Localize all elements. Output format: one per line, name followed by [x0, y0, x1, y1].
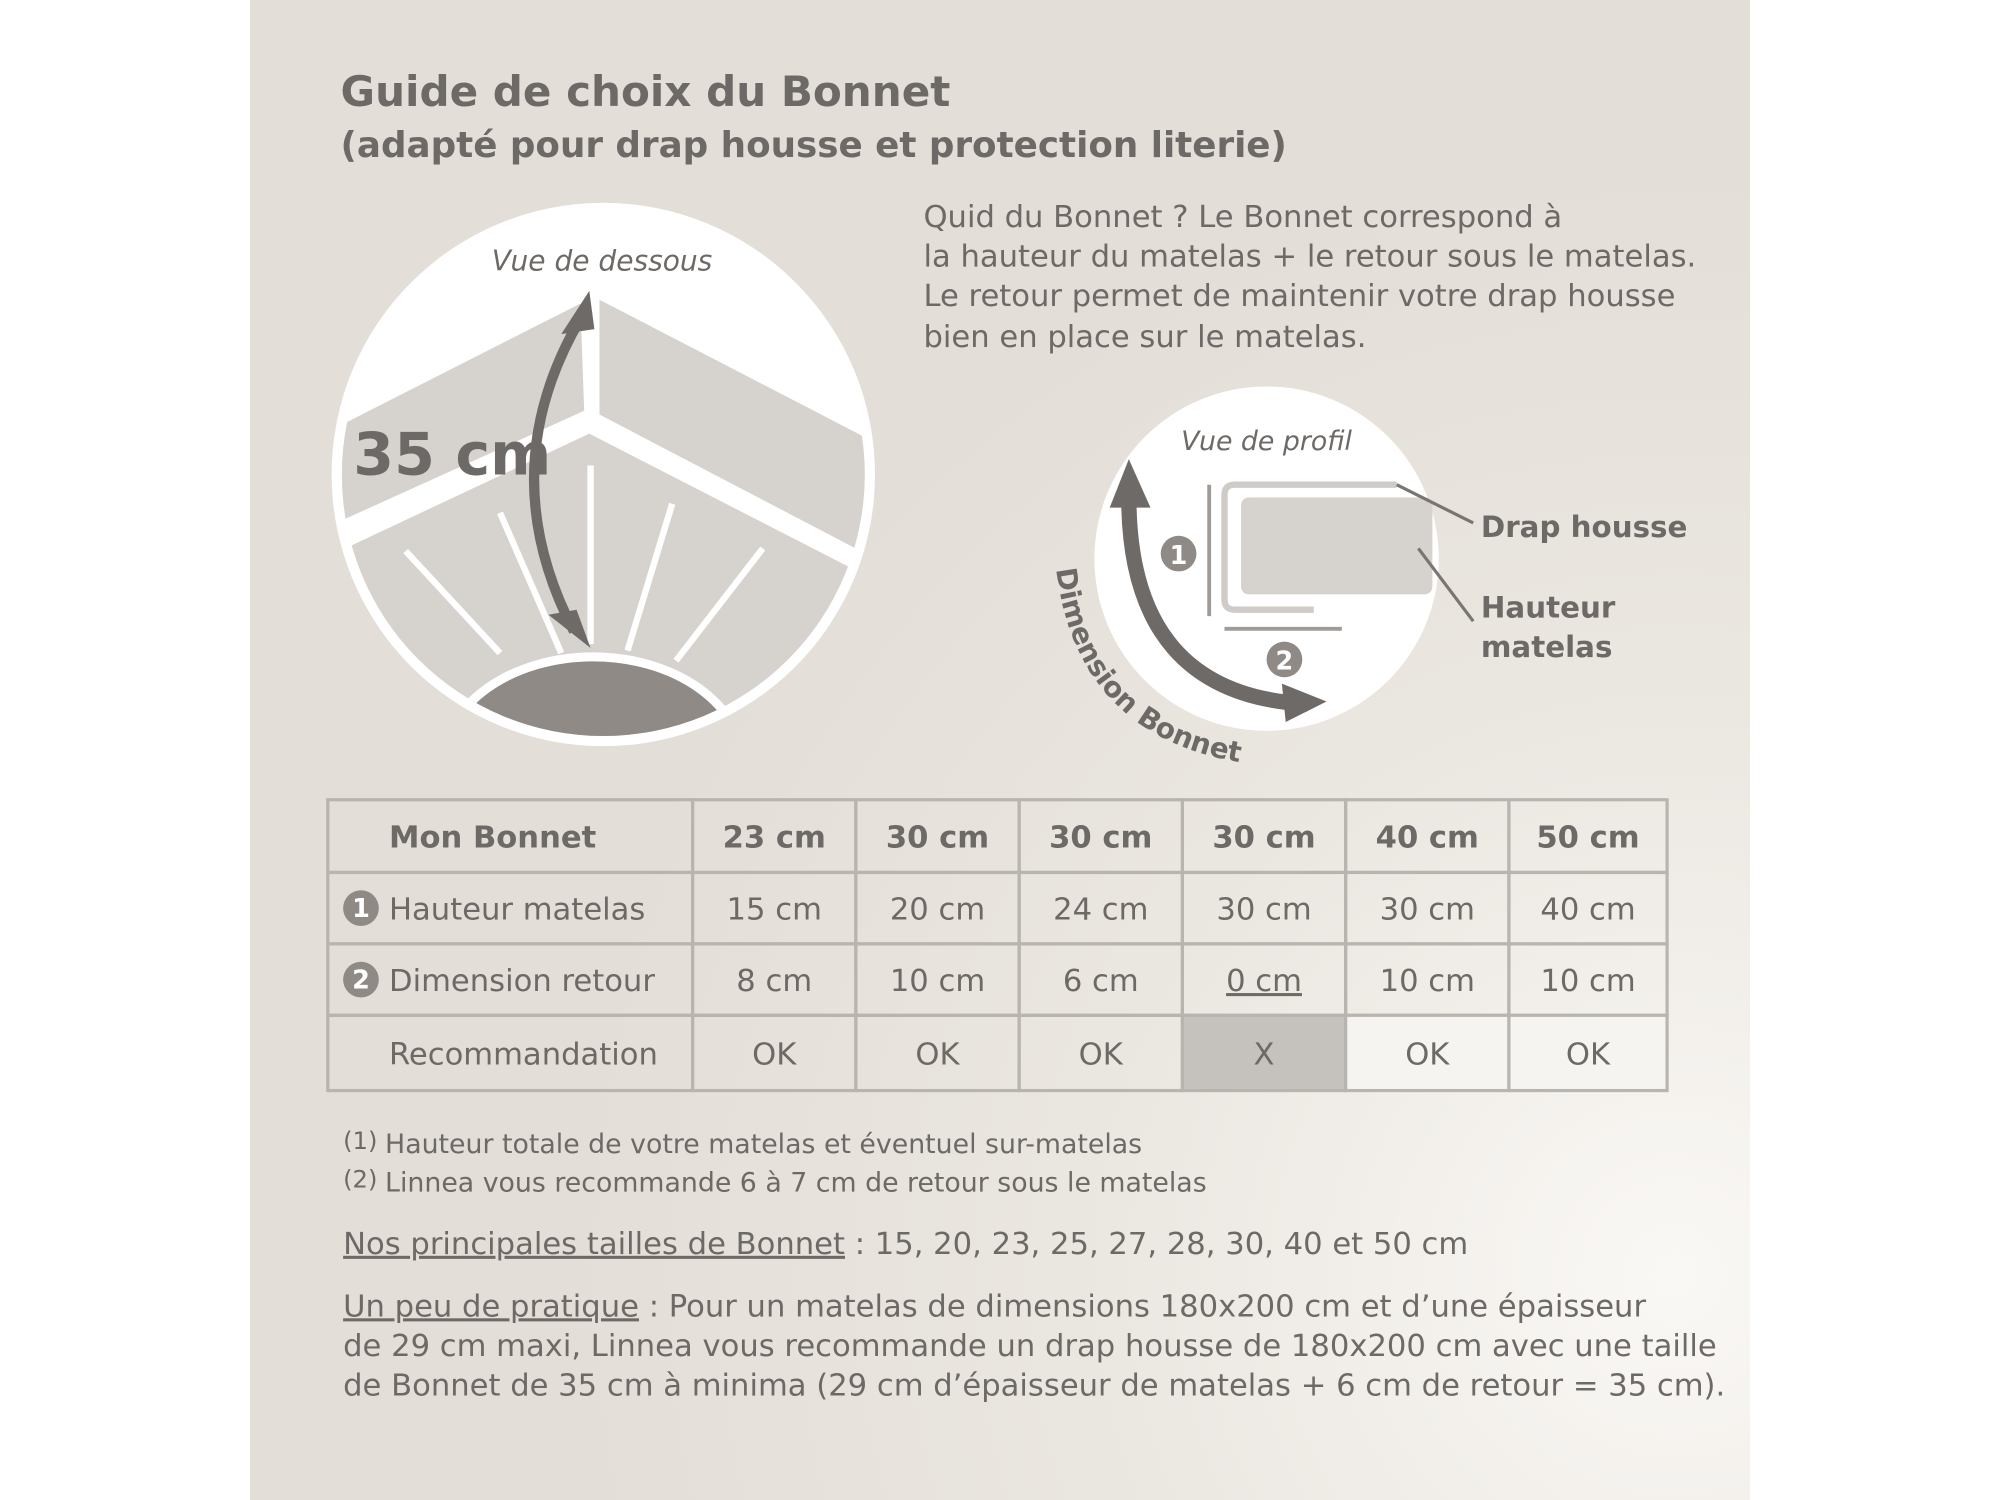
practice-label: Un peu de pratique [343, 1289, 639, 1324]
column-header: 30 cm [1049, 821, 1152, 856]
table: Mon Bonnet 23 cm 30 cm 30 cm 30 cm 40 cm 50 cm… [326, 798, 1669, 1093]
cell-text: 40 cm [1540, 893, 1635, 928]
row-label: Dimension retour [389, 964, 655, 999]
practice: Un peu de pratique : Pour un matelas de … [343, 1289, 1725, 1403]
practice-line: de 29 cm maxi, Linnea vous recommande un… [343, 1329, 1717, 1364]
cell-text: 8 cm [736, 964, 812, 999]
cell-text: 30 cm [1380, 893, 1475, 928]
marker-number: 2 [352, 966, 370, 996]
cell-text: OK [1566, 1037, 1611, 1072]
hauteur-label: matelas [1481, 630, 1613, 664]
cell-text: X [1254, 1037, 1275, 1072]
cell-text: 24 cm [1053, 893, 1148, 928]
column-header: 30 cm [1212, 821, 1315, 856]
description-line: la hauteur du matelas + le retour sous l… [923, 240, 1696, 275]
practice-line: Un peu de pratique : Pour un matelas de … [343, 1289, 1646, 1324]
sizes-text: : 15, 20, 23, 25, 27, 28, 30, 40 et 50 c… [845, 1227, 1468, 1262]
column-header: 50 cm [1536, 821, 1639, 856]
description-line: Quid du Bonnet ? Le Bonnet correspond à [923, 200, 1562, 235]
table-cell [1180, 1013, 1348, 1093]
practice-text: : Pour un matelas de dimensions 180x200 … [639, 1289, 1646, 1324]
cell-text: 10 cm [890, 964, 985, 999]
practice-line: de Bonnet de 35 cm à minima (29 cm d’épa… [343, 1368, 1725, 1403]
note: (1) Hauteur totale de votre matelas et év… [343, 1127, 1142, 1160]
row-label: Recommandation [389, 1037, 658, 1072]
sizes: Nos principales tailles de Bonnet : 15, … [343, 1227, 1468, 1262]
profile-label: Vue de profil [1181, 426, 1352, 457]
hauteur-label: Hauteur [1481, 590, 1616, 624]
column-header: 30 cm [886, 821, 989, 856]
marker [343, 890, 379, 927]
sizes-label: Nos principales tailles de Bonnet [343, 1227, 845, 1262]
subtitle: (adapté pour drap housse et protection l… [341, 125, 1287, 166]
description-line: Le retour permet de maintenir votre drap… [923, 279, 1675, 314]
cell-text: OK [915, 1037, 960, 1072]
marker-number: 1 [352, 894, 370, 924]
bottom-view-label: Vue de dessous [492, 244, 713, 277]
column-header: 40 cm [1376, 821, 1479, 856]
row-label: Mon Bonnet [389, 821, 596, 856]
note-text: Linnea vous recommande 6 à 7 cm de retou… [385, 1167, 1207, 1198]
bottom-view-illustration: Vue de dessous 35 cm [331, 202, 875, 747]
measure-label: 35 cm [353, 420, 551, 488]
cell-text: 10 cm [1540, 964, 1635, 999]
cell-text: 0 cm [1226, 964, 1302, 999]
cell-text: 10 cm [1380, 964, 1475, 999]
note-mark: (2) [343, 1166, 377, 1194]
cell-text: 6 cm [1063, 964, 1139, 999]
note: (2) Linnea vous recommande 6 à 7 cm de re… [343, 1166, 1207, 1199]
column-header: 23 cm [723, 821, 826, 856]
cell-text: OK [752, 1037, 797, 1072]
title: Guide de choix du Bonnet [341, 67, 951, 116]
cell-text: 20 cm [890, 893, 985, 928]
marker [343, 961, 379, 998]
cell-text: 15 cm [727, 893, 822, 928]
profile-illustration: 1 2 Vue de profil Dimension Bonnet Drap … [1049, 386, 1687, 769]
row-label: Hauteur matelas [389, 893, 645, 928]
note-mark: (1) [343, 1127, 377, 1155]
marker: 1 [1170, 541, 1188, 571]
notes: (1) Hauteur totale de votre matelas et év… [343, 1127, 1207, 1198]
marker: 2 [1276, 647, 1294, 677]
cell-text: OK [1405, 1037, 1450, 1072]
note-text: Hauteur totale de votre matelas et évent… [385, 1129, 1142, 1160]
table-cell [1344, 1013, 1511, 1093]
description: Quid du Bonnet ? Le Bonnet correspond à … [923, 200, 1696, 355]
description-line: bien en place sur le matelas. [923, 320, 1366, 355]
table-cell [1507, 1013, 1669, 1093]
drap-label: Drap housse [1481, 510, 1688, 544]
cell-text: OK [1079, 1037, 1124, 1072]
cell-text: 30 cm [1216, 893, 1311, 928]
